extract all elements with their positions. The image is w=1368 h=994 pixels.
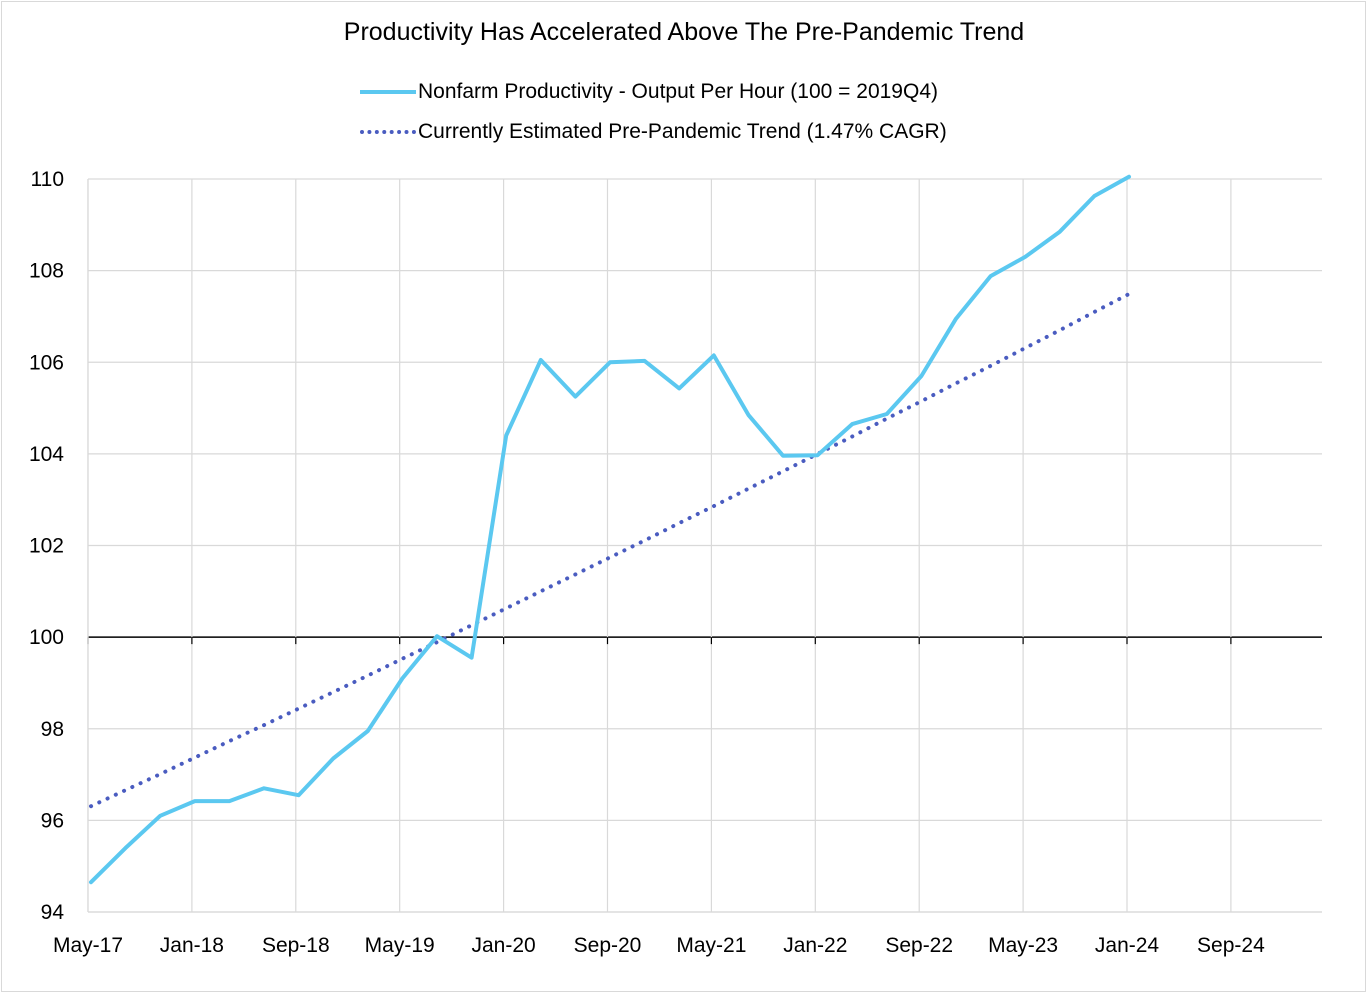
x-tick-label: Sep-20 — [574, 934, 642, 957]
series-line-trend — [89, 292, 1131, 809]
legend-item-trend: Currently Estimated Pre-Pandemic Trend (… — [360, 112, 947, 152]
chart-title: Productivity Has Accelerated Above The P… — [343, 18, 1025, 46]
x-tick-label: Sep-24 — [1197, 934, 1265, 957]
y-tick-label: 102 — [29, 535, 64, 558]
x-tick-label: Jan-20 — [471, 934, 535, 957]
x-tick-label: May-19 — [365, 934, 435, 957]
x-tick-label: May-23 — [988, 934, 1058, 957]
y-tick-label: 108 — [29, 260, 64, 283]
legend-item-productivity: Nonfarm Productivity - Output Per Hour (… — [360, 72, 947, 112]
x-tick-label: May-17 — [53, 934, 123, 957]
y-tick-label: 98 — [41, 718, 64, 741]
y-tick-label: 100 — [29, 626, 64, 649]
x-tick-label: Sep-18 — [262, 934, 330, 957]
legend-label-trend: Currently Estimated Pre-Pandemic Trend (… — [418, 120, 947, 143]
x-tick-label: Jan-24 — [1095, 934, 1160, 957]
legend-label-productivity: Nonfarm Productivity - Output Per Hour (… — [418, 80, 938, 103]
legend-swatch-productivity — [360, 90, 416, 94]
series-line-productivity — [89, 174, 1131, 885]
y-tick-label: 104 — [29, 443, 64, 466]
x-tick-label: Sep-22 — [885, 934, 953, 957]
chart-legend: Nonfarm Productivity - Output Per Hour (… — [360, 72, 947, 152]
x-tick-label: May-21 — [676, 934, 746, 957]
y-tick-label: 96 — [41, 809, 64, 832]
y-tick-label: 110 — [31, 168, 64, 191]
legend-swatch-trend — [360, 130, 416, 134]
x-tick-label: Jan-22 — [783, 934, 847, 957]
y-tick-label: 94 — [41, 901, 65, 924]
x-tick-label: Jan-18 — [160, 934, 224, 957]
y-tick-label: 106 — [29, 351, 64, 374]
